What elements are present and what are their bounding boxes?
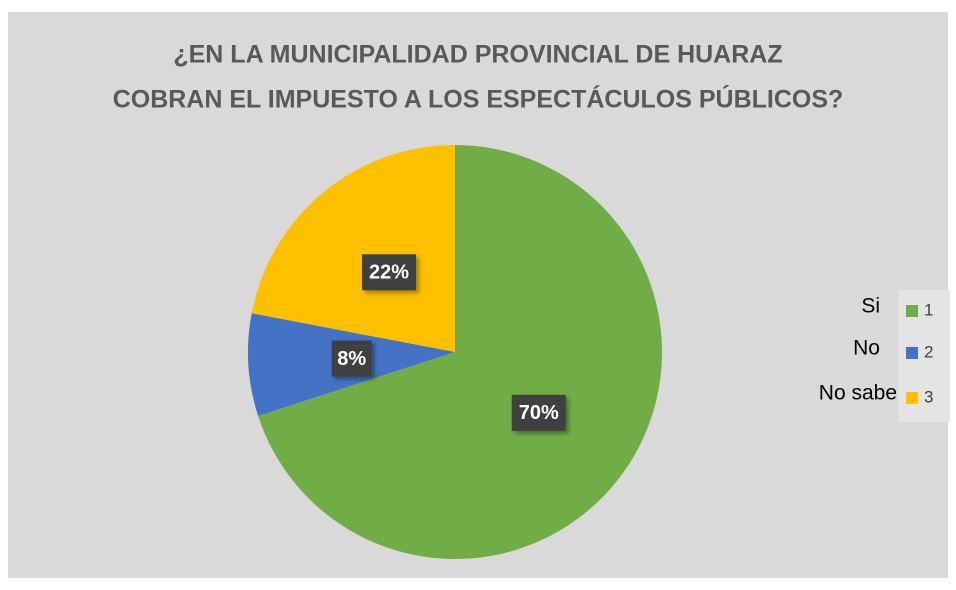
- category-label: No sabe: [819, 382, 897, 405]
- pie-slice: [258, 145, 662, 559]
- legend-marker: [906, 392, 918, 404]
- chart-title: ¿EN LA MUNICIPALIDAD PROVINCIAL DE HUARA…: [173, 41, 782, 69]
- data-label: 22%: [369, 262, 409, 284]
- category-label: No: [853, 337, 880, 360]
- legend-label: 2: [924, 342, 933, 361]
- pie-slice: [251, 145, 455, 352]
- data-label: 8%: [337, 348, 366, 370]
- legend-marker: [906, 347, 918, 359]
- data-label: 70%: [519, 402, 559, 424]
- category-label: Si: [861, 295, 880, 318]
- legend-label: 3: [924, 387, 933, 406]
- data-label-box: [331, 340, 372, 377]
- legend-label: 1: [924, 300, 933, 319]
- chart-title: COBRAN EL IMPUESTO A LOS ESPECTÁCULOS PÚ…: [113, 84, 844, 114]
- legend-marker: [906, 305, 918, 317]
- data-label-box: [362, 254, 417, 291]
- data-label-box: [511, 394, 566, 431]
